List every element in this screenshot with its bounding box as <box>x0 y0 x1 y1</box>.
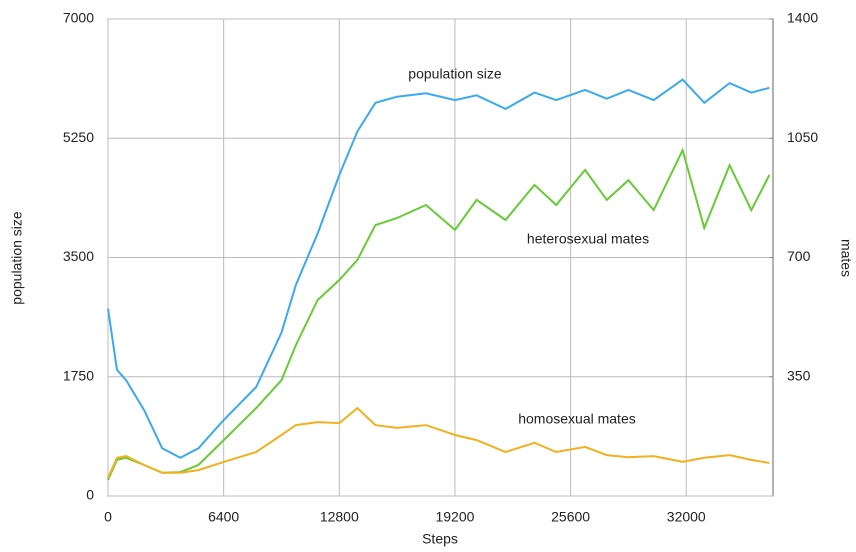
series-line <box>107 406 770 479</box>
x-tick-label: 25600 <box>551 509 590 525</box>
series-label: heterosexual mates <box>527 231 649 247</box>
series-label: homosexual mates <box>518 411 636 427</box>
x-axis-label: Steps <box>422 531 458 547</box>
series-line <box>107 78 770 459</box>
y2-tick-label: 700 <box>787 248 811 264</box>
y-tick-label: 3500 <box>63 248 94 264</box>
x-tick-label: 0 <box>104 509 112 525</box>
series-label: population size <box>408 66 502 82</box>
y-tick-label: 0 <box>86 487 94 503</box>
y-tick-label: 5250 <box>63 129 94 145</box>
y2-axis-label: mates <box>838 239 854 277</box>
y2-tick-label: 1050 <box>787 129 818 145</box>
x-tick-label: 12800 <box>320 509 359 525</box>
y-axis-label: population size <box>9 211 25 305</box>
series-line <box>107 147 771 481</box>
x-tick-label: 6400 <box>208 509 239 525</box>
y2-tick-label: 1400 <box>787 10 818 26</box>
y-tick-label: 1750 <box>63 367 94 383</box>
y-tick-label: 7000 <box>63 10 94 26</box>
y2-tick-label: 350 <box>787 367 811 383</box>
x-tick-label: 19200 <box>435 509 474 525</box>
x-tick-label: 32000 <box>667 509 706 525</box>
